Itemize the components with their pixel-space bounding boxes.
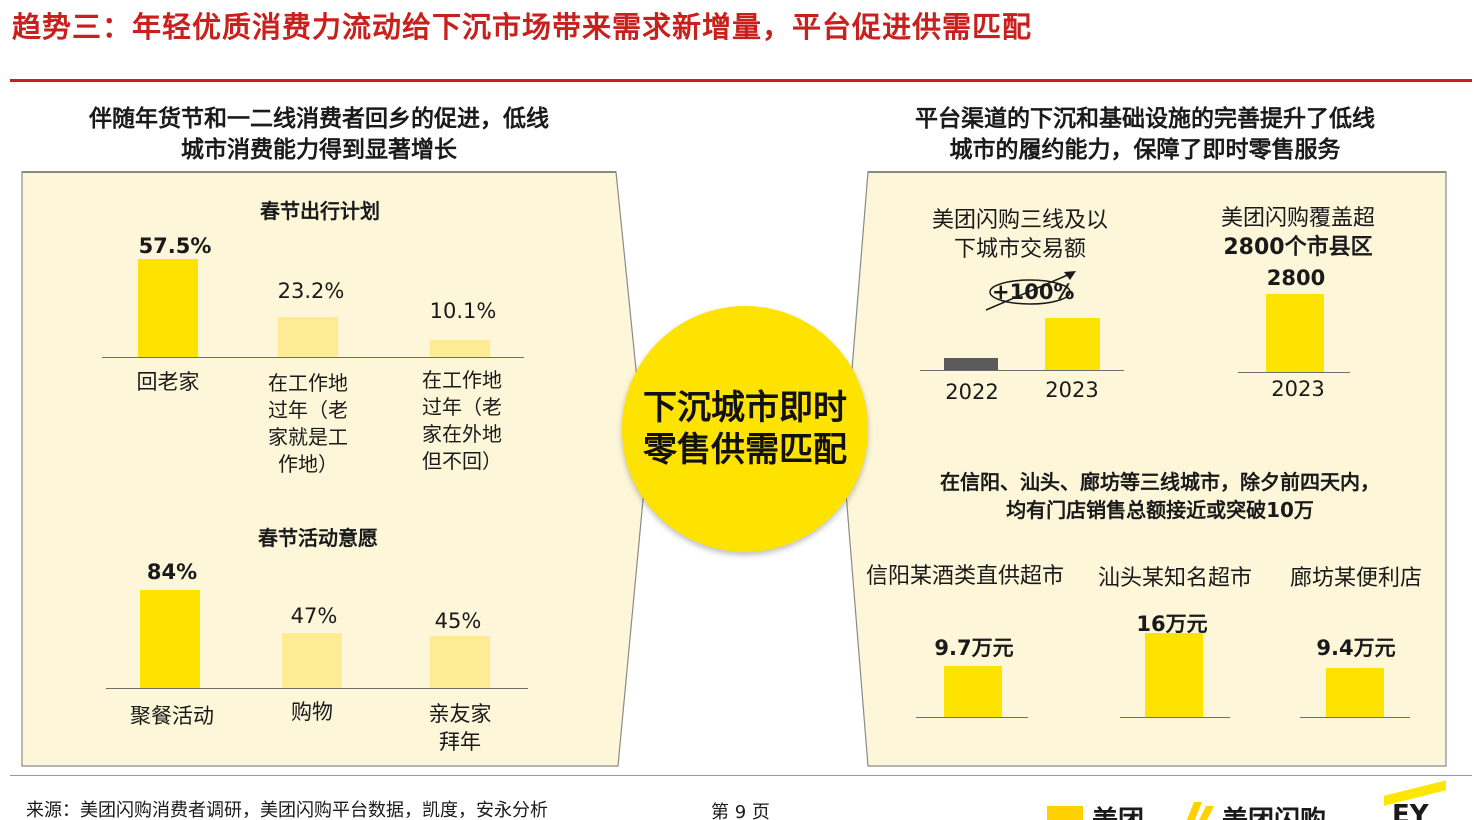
center-line2: 零售供需匹配 (643, 430, 847, 470)
chart3-title-line: 下城市交易额 (953, 237, 1086, 262)
right-note-line1: 在信阳、汕头、廊坊等三线城市，除夕前四天内， (940, 470, 1380, 494)
growth-label: +100% (992, 280, 1075, 304)
chart5-axis (1120, 717, 1230, 718)
shangou-logo-text: 美团闪购 (1222, 800, 1326, 820)
chart4-value-label: 2800 (1266, 266, 1326, 290)
cat-line: 过年（老 (422, 395, 502, 419)
chart5-category-label: 信阳某酒类直供超市 (866, 564, 1065, 589)
shangou-logo-icon (1186, 802, 1214, 820)
chart1-axis (102, 357, 524, 358)
chart3-axis (920, 370, 1124, 371)
chart5-category-label: 廊坊某便利店 (1290, 566, 1423, 591)
chart4-bar (1266, 294, 1324, 372)
growth-arrow-icon (985, 271, 1076, 311)
chart2-value-label: 47% (290, 604, 338, 628)
chart2-axis (106, 688, 528, 689)
chart1-bar (278, 317, 338, 357)
chart1-bar (430, 339, 490, 357)
chart2-category-label: 聚餐活动 (112, 702, 232, 730)
chart2-bar (430, 635, 490, 688)
chart5-axis (1300, 717, 1410, 718)
meituan-logo-text: 美团 (1092, 800, 1144, 820)
chart1-title: 春节出行计划 (260, 199, 380, 223)
right-note-line2: 均有门店销售总额接近或突破10万 (1006, 498, 1314, 522)
cat-line: 亲友家 (428, 702, 492, 726)
ey-logo-text: EY (1392, 800, 1429, 820)
chart5-axis (916, 717, 1028, 718)
chart2-category-label: 购物 (262, 698, 362, 726)
chart1-value-label: 23.2% (277, 279, 345, 303)
cat-line: 拜年 (439, 730, 481, 754)
cat-line: 过年（老 (268, 398, 348, 422)
chart2-value-label: 45% (434, 609, 482, 633)
chart5-bar (1326, 667, 1384, 717)
chart1-value-label: 10.1% (429, 299, 497, 323)
meituan-logo-icon (1047, 806, 1083, 820)
chart5-value-label: 9.7万元 (934, 636, 1014, 660)
chart2-title: 春节活动意愿 (258, 526, 378, 550)
chart5-bar (1145, 633, 1203, 717)
footer-divider (10, 775, 1472, 776)
chart1-category-label: 回老家 (118, 368, 218, 396)
chart5-value-label: 16万元 (1136, 612, 1208, 636)
center-circle: 下沉城市即时 零售供需匹配 (622, 306, 868, 552)
chart2-value-label: 84% (146, 560, 198, 584)
cat-line: 但不回） (422, 449, 502, 473)
chart4-title-line: 2800个市县区 (1223, 235, 1373, 260)
chart3-category-label: 2022 (945, 380, 999, 404)
chart5-value-label: 9.4万元 (1316, 636, 1396, 660)
chart3-category-label: 2023 (1045, 378, 1099, 402)
chart1-category-label: 在工作地 过年（老 家就是工 作地） (246, 370, 370, 478)
page-title: 趋势三：年轻优质消费力流动给下沉市场带来需求新增量，平台促进供需匹配 (12, 10, 1033, 44)
chart1-bar (138, 259, 198, 357)
cat-line: 在工作地 (422, 368, 502, 392)
left-heading-line2: 城市消费能力得到显著增长 (181, 137, 457, 163)
cat-line: 购物 (291, 700, 333, 724)
chart1-category-label: 在工作地 过年（老 家在外地 但不回） (400, 367, 524, 475)
chart4-axis (1238, 372, 1350, 373)
left-heading-line1: 伴随年货节和一二线消费者回乡的促进，低线 (89, 106, 549, 132)
chart3-bar (944, 358, 998, 370)
page-number: 第 9 页 (711, 802, 770, 820)
cat-line: 聚餐活动 (130, 704, 214, 728)
chart1-value-label: 57.5% (138, 234, 212, 258)
chart3-bar (1045, 317, 1100, 370)
chart2-bar (282, 633, 342, 688)
cat-line: 家在外地 (422, 422, 502, 446)
center-circle-text: 下沉城市即时 零售供需匹配 (643, 387, 847, 471)
chart5-bar (944, 666, 1002, 717)
chart2-category-label: 亲友家 拜年 (410, 700, 510, 756)
chart3-title-line: 美团闪购三线及以 (931, 208, 1108, 233)
center-line1: 下沉城市即时 (643, 388, 847, 428)
right-heading-line1: 平台渠道的下沉和基础设施的完善提升了低线 (915, 106, 1375, 132)
right-heading: 平台渠道的下沉和基础设施的完善提升了低线 城市的履约能力，保障了即时零售服务 (858, 104, 1432, 166)
chart4-title-line: 美团闪购覆盖超 (1220, 206, 1375, 231)
chart3-title: 美团闪购三线及以 下城市交易额 (900, 206, 1140, 264)
title-divider (10, 79, 1472, 82)
chart2-bar (140, 590, 200, 688)
right-note: 在信阳、汕头、廊坊等三线城市，除夕前四天内， 均有门店销售总额接近或突破10万 (880, 468, 1440, 524)
right-heading-line2: 城市的履约能力，保障了即时零售服务 (949, 137, 1341, 163)
chart5-category-label: 汕头某知名超市 (1098, 566, 1253, 591)
cat-line: 回老家 (136, 370, 200, 394)
cat-line: 作地） (278, 452, 338, 476)
cat-line: 家就是工 (268, 425, 348, 449)
left-heading: 伴随年货节和一二线消费者回乡的促进，低线 城市消费能力得到显著增长 (22, 104, 616, 166)
chart4-title: 美团闪购覆盖超 2800个市县区 (1188, 204, 1408, 262)
chart4-category-label: 2023 (1271, 377, 1325, 401)
cat-line: 在工作地 (268, 371, 348, 395)
source-note: 来源：美团闪购消费者调研，美团闪购平台数据，凯度，安永分析 (26, 800, 548, 820)
